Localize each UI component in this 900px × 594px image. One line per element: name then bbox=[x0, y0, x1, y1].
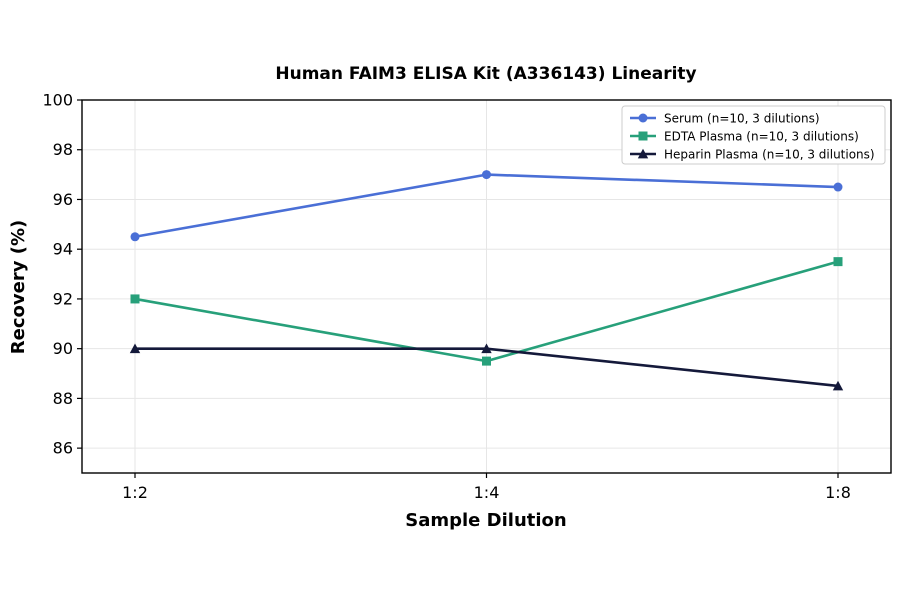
y-tick-label: 90 bbox=[53, 339, 73, 358]
legend-label: Heparin Plasma (n=10, 3 dilutions) bbox=[664, 147, 875, 161]
y-tick-label: 94 bbox=[53, 240, 73, 259]
legend-box bbox=[621, 105, 886, 165]
x-tick-label: 1:8 bbox=[825, 483, 851, 502]
x-tick-label: 1:4 bbox=[474, 483, 500, 502]
legend-marker bbox=[638, 131, 648, 141]
data-point bbox=[130, 294, 140, 304]
legend-marker bbox=[637, 148, 649, 159]
plot-frame bbox=[81, 99, 892, 474]
series-0 bbox=[130, 170, 843, 242]
series-2 bbox=[129, 343, 844, 391]
data-point bbox=[130, 232, 140, 242]
data-point bbox=[482, 356, 491, 366]
data-point bbox=[833, 182, 843, 192]
series-1 bbox=[130, 257, 843, 366]
x-axis-label: Sample Dilution bbox=[405, 510, 566, 531]
y-tick-label: 98 bbox=[53, 140, 73, 159]
y-tick-label: 88 bbox=[53, 389, 73, 408]
x-axis-ticks: 1:2 1:4 1:8 bbox=[122, 473, 851, 502]
legend-marker bbox=[638, 113, 648, 123]
chart-title: Human FAIM3 ELISA Kit (A336143) Linearit… bbox=[275, 64, 696, 84]
y-tick-label: 100 bbox=[42, 91, 73, 110]
data-point bbox=[129, 343, 141, 354]
data-point bbox=[833, 257, 843, 267]
data-point bbox=[482, 170, 491, 180]
y-axis-ticks: 86 88 90 92 94 96 98 100 bbox=[42, 91, 82, 458]
legend-label: Serum (n=10, 3 dilutions) bbox=[664, 111, 820, 125]
legend-entry: Heparin Plasma (n=10, 3 dilutions) bbox=[630, 147, 875, 161]
y-axis-label: Recovery (%) bbox=[8, 220, 29, 354]
series bbox=[129, 170, 844, 391]
y-tick-label: 86 bbox=[53, 439, 73, 458]
data-point bbox=[481, 343, 492, 354]
y-tick-label: 92 bbox=[53, 289, 73, 308]
legend-label: EDTA Plasma (n=10, 3 dilutions) bbox=[664, 129, 859, 143]
data-point bbox=[832, 380, 844, 391]
legend: Serum (n=10, 3 dilutions) EDTA Plasma (n=… bbox=[621, 105, 886, 165]
legend-entry: EDTA Plasma (n=10, 3 dilutions) bbox=[630, 129, 859, 143]
legend-entry: Serum (n=10, 3 dilutions) bbox=[630, 111, 820, 125]
x-tick-label: 1:2 bbox=[122, 483, 148, 502]
y-tick-label: 96 bbox=[53, 190, 73, 209]
